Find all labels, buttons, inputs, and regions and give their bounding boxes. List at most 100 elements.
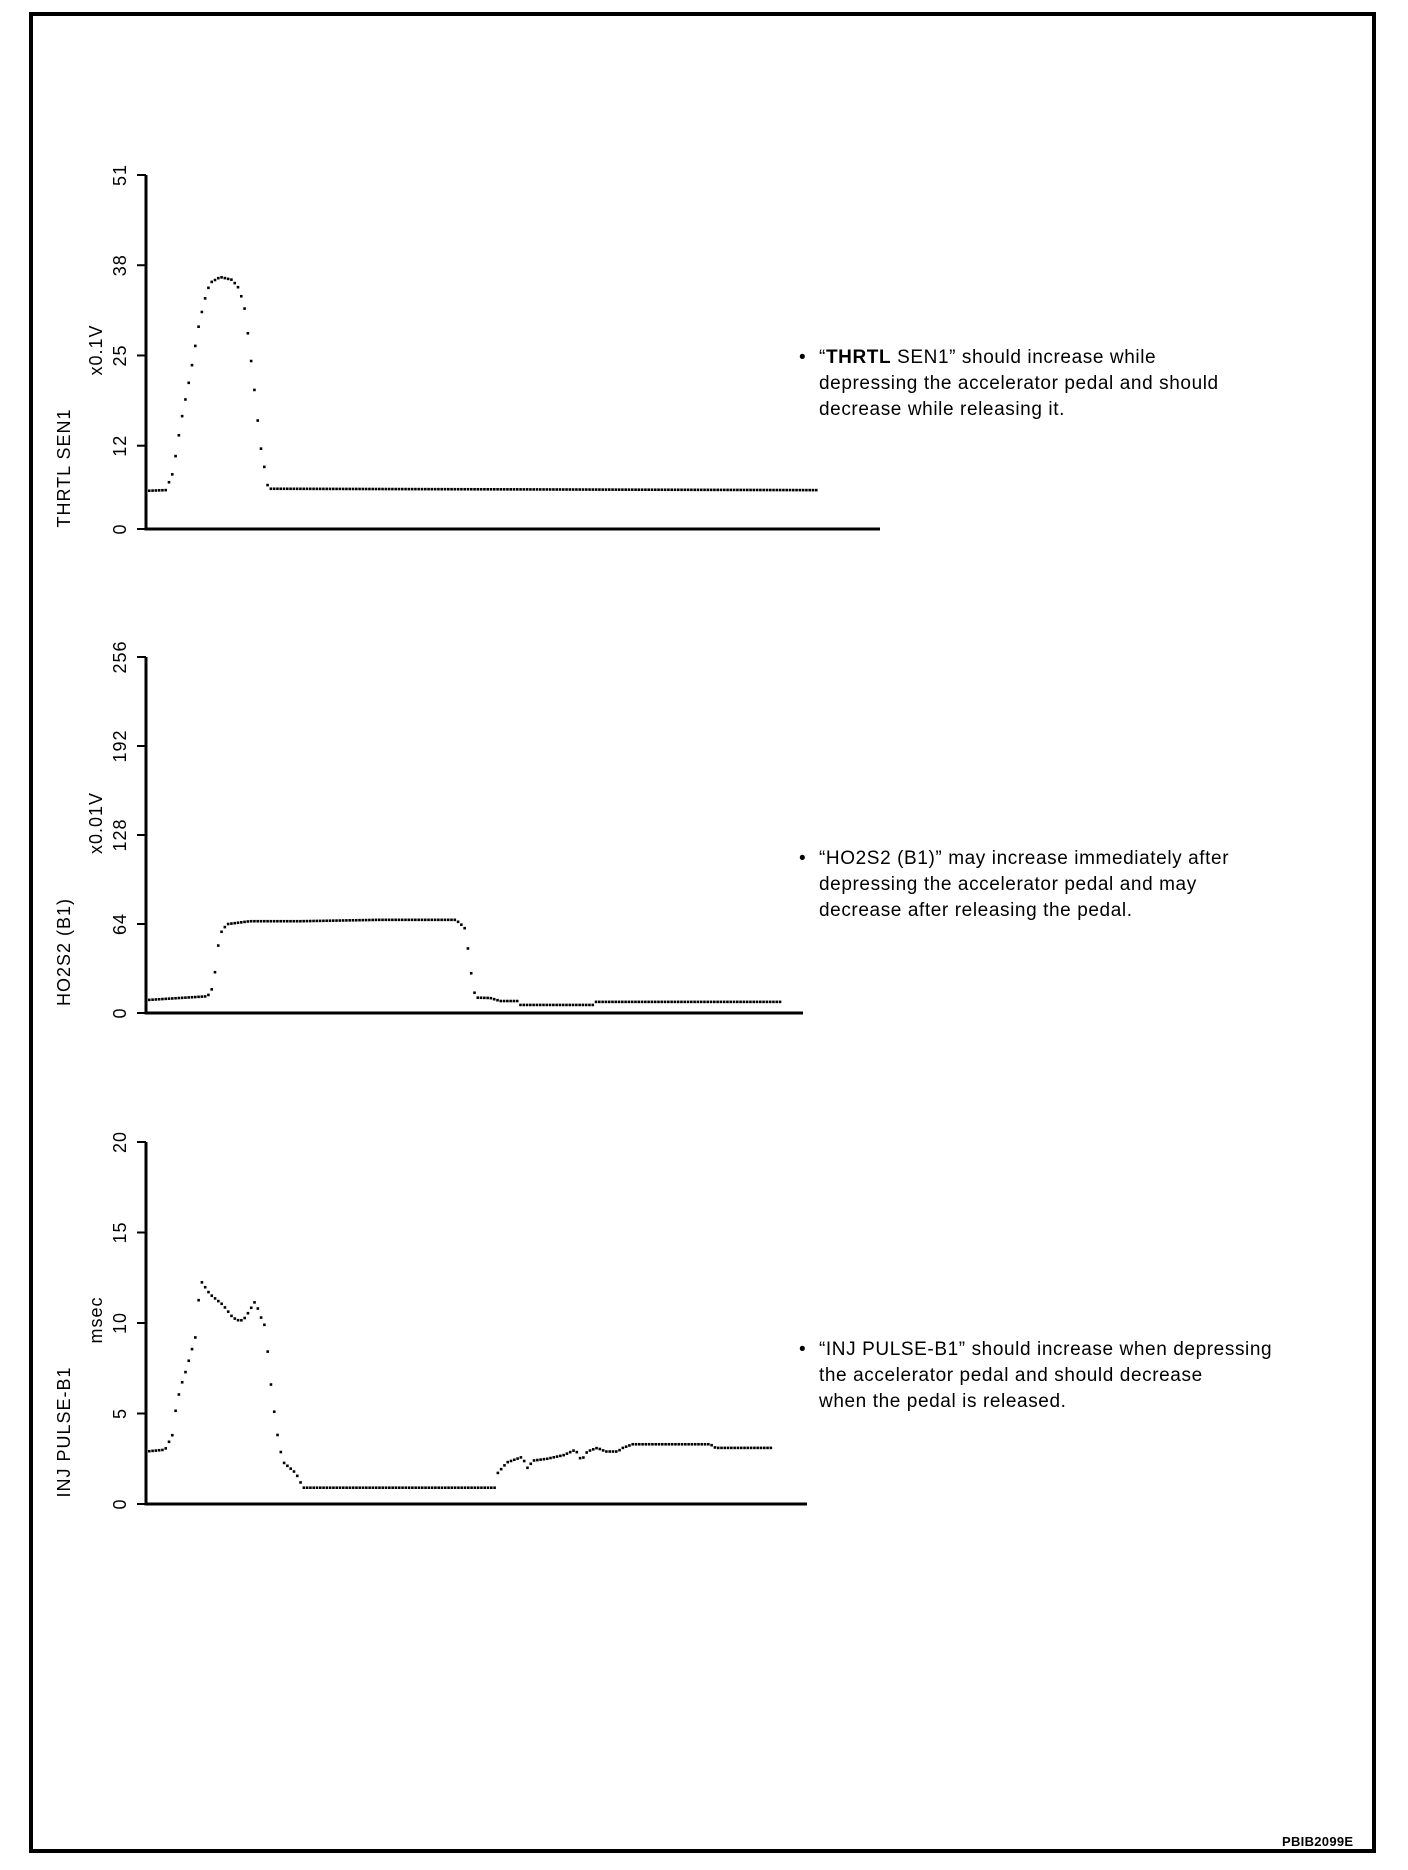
data-point [427,918,430,922]
data-point [785,488,788,492]
data-point [170,997,174,1000]
data-point [765,1000,769,1004]
data-point [690,1442,694,1446]
data-point [720,1446,723,1450]
data-point [670,488,673,492]
data-point [190,363,194,367]
data-point [607,488,611,491]
data-point [634,1000,637,1004]
data-point [318,919,322,923]
data-point [184,996,187,999]
data-point [608,1450,611,1453]
data-point [394,1486,398,1490]
data-point [400,918,404,922]
data-point [210,1294,214,1297]
data-point [151,998,154,1001]
data-point [637,1442,641,1446]
data-point [200,310,204,314]
data-point [203,995,207,998]
data-point [161,488,164,492]
data-point [726,1446,730,1450]
data-point [683,488,687,492]
data-point [519,488,522,491]
data-point [249,1306,253,1310]
data-point [739,488,742,492]
data-point [397,1486,401,1490]
data-point [749,488,752,492]
data-point [469,971,473,975]
data-point [460,923,463,926]
data-point [174,996,177,1000]
data-point [348,1486,352,1490]
data-point [496,488,499,491]
data-point [732,1000,736,1004]
data-point [604,488,608,491]
data-point [276,1433,279,1437]
data-point [289,919,292,923]
data-point [213,970,217,974]
data-point [594,1000,598,1004]
data-point [312,1486,316,1490]
data-point [388,1486,391,1490]
data-point [437,487,440,491]
data-point [456,487,460,491]
data-point [351,487,355,491]
data-point [634,488,637,491]
data-point [686,488,690,492]
data-point [499,999,503,1003]
data-point [414,1486,417,1490]
data-point [424,1486,427,1490]
data-point [338,487,342,491]
data-point [144,489,148,493]
data-point [502,488,506,491]
data-point [184,1370,187,1374]
data-point [292,919,296,923]
data-point [512,488,516,491]
y-tick-label: 256 [110,640,130,673]
data-point [332,1486,335,1490]
data-point [496,998,499,1002]
data-point [292,487,296,491]
data-point [210,988,213,991]
data-point [667,1442,671,1446]
data-point [177,1393,181,1396]
data-point [552,1456,556,1459]
data-point [486,487,490,491]
data-point [604,1000,608,1004]
data-point [259,1316,263,1319]
data-point [430,487,434,491]
data-point [147,489,151,493]
data-point [180,996,184,1000]
data-point [154,1449,158,1452]
data-point [538,488,542,491]
data-point [299,919,302,923]
data-point [594,488,598,491]
data-point [489,488,493,491]
data-point [703,1000,706,1004]
data-point [621,488,624,491]
note-line: “HO2S2 (B1)” may increase immediately af… [819,848,1230,869]
data-point [371,1486,375,1490]
data-point [368,918,371,922]
data-point [568,1450,572,1454]
data-point [552,1003,555,1007]
data-point [355,1486,358,1490]
data-point [269,487,273,491]
y-axis-title: INJ PULSE-B1 [54,1366,74,1497]
data-point [433,918,437,922]
data-point [703,1442,707,1446]
data-point [177,996,181,1000]
data-point [161,1448,164,1452]
data-point [187,996,191,999]
data-point [730,1446,733,1450]
data-point [686,1000,690,1004]
data-point [295,919,299,923]
data-point [617,1000,621,1004]
data-point [338,919,342,922]
data-point [624,1445,628,1448]
data-point [420,918,424,922]
data-point [256,919,259,923]
data-point [762,1446,766,1450]
data-point [647,488,650,492]
data-point [509,1459,513,1463]
